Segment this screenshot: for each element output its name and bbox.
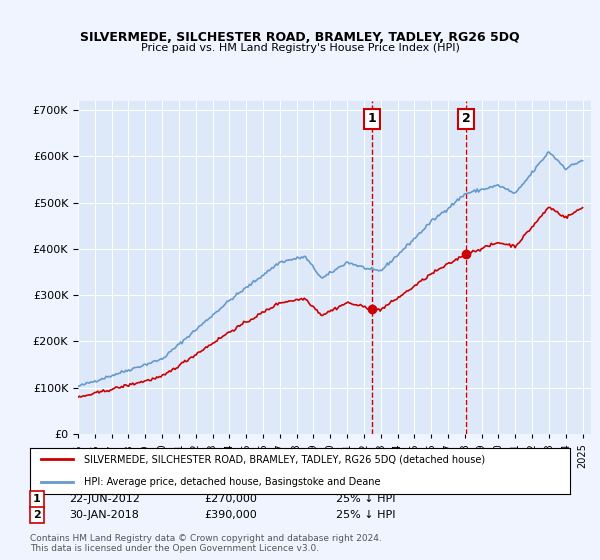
Text: 25% ↓ HPI: 25% ↓ HPI <box>336 494 395 505</box>
Text: 1: 1 <box>367 113 376 125</box>
Text: Contains HM Land Registry data © Crown copyright and database right 2024.
This d: Contains HM Land Registry data © Crown c… <box>30 534 382 553</box>
Text: £270,000: £270,000 <box>204 494 257 505</box>
Text: HPI: Average price, detached house, Basingstoke and Deane: HPI: Average price, detached house, Basi… <box>84 478 380 487</box>
Text: 25% ↓ HPI: 25% ↓ HPI <box>336 510 395 520</box>
Text: 22-JUN-2012: 22-JUN-2012 <box>69 494 140 505</box>
Text: 2: 2 <box>33 510 41 520</box>
Text: Price paid vs. HM Land Registry's House Price Index (HPI): Price paid vs. HM Land Registry's House … <box>140 43 460 53</box>
Text: 1: 1 <box>33 494 41 505</box>
Text: £390,000: £390,000 <box>204 510 257 520</box>
Text: 2: 2 <box>462 113 470 125</box>
Text: SILVERMEDE, SILCHESTER ROAD, BRAMLEY, TADLEY, RG26 5DQ: SILVERMEDE, SILCHESTER ROAD, BRAMLEY, TA… <box>80 31 520 44</box>
Text: SILVERMEDE, SILCHESTER ROAD, BRAMLEY, TADLEY, RG26 5DQ (detached house): SILVERMEDE, SILCHESTER ROAD, BRAMLEY, TA… <box>84 455 485 464</box>
Text: 30-JAN-2018: 30-JAN-2018 <box>69 510 139 520</box>
